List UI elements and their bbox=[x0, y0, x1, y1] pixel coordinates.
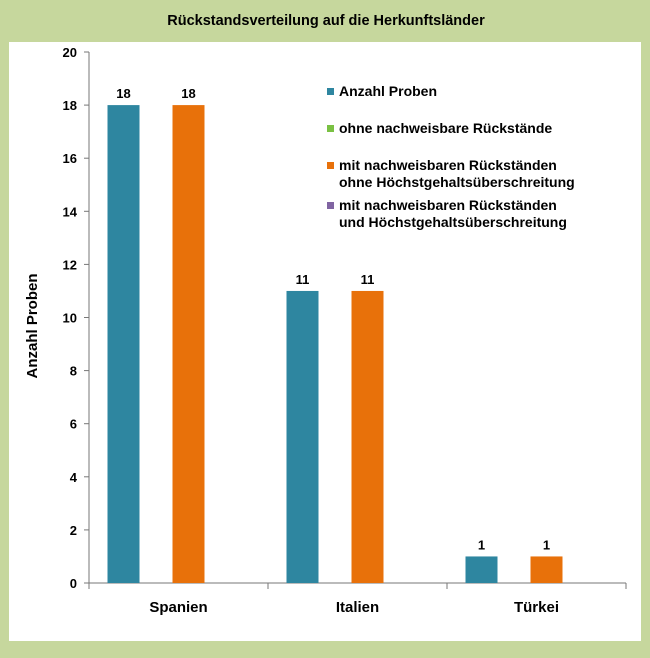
chart-title: Rückstandsverteilung auf die Herkunftslä… bbox=[167, 13, 485, 29]
legend: Anzahl Proben ohne nachweisbare Rückständ… bbox=[327, 83, 575, 230]
y-axis-label: Anzahl Proben bbox=[24, 273, 41, 378]
y-tick-label: 10 bbox=[63, 311, 77, 326]
y-tick-label: 12 bbox=[63, 257, 77, 272]
legend-label: ohne Höchstgehaltsüberschreitung bbox=[339, 174, 575, 190]
bar bbox=[351, 290, 384, 583]
bar bbox=[530, 556, 563, 583]
legend-swatch bbox=[327, 88, 334, 95]
bar bbox=[286, 290, 319, 583]
y-tick-label: 16 bbox=[63, 151, 77, 166]
y-tick-label: 6 bbox=[70, 417, 77, 432]
data-label: 11 bbox=[296, 272, 310, 287]
bar bbox=[172, 105, 205, 583]
legend-label: und Höchstgehaltsüberschreitung bbox=[339, 214, 567, 230]
y-tick-label: 20 bbox=[63, 45, 77, 60]
data-label: 18 bbox=[181, 86, 195, 101]
legend-label: mit nachweisbaren Rückständen bbox=[339, 197, 557, 213]
data-label: 18 bbox=[116, 86, 130, 101]
y-tick-label: 8 bbox=[70, 364, 77, 379]
legend-swatch bbox=[327, 162, 334, 169]
y-tick-label: 2 bbox=[70, 523, 77, 538]
y-tick-label: 14 bbox=[63, 204, 78, 219]
legend-label: mit nachweisbaren Rückständen bbox=[339, 157, 557, 173]
x-tick-label: Spanien bbox=[149, 599, 207, 616]
legend-swatch bbox=[327, 202, 334, 209]
legend-swatch bbox=[327, 125, 334, 132]
y-tick-label: 0 bbox=[70, 576, 77, 591]
legend-label: ohne nachweisbare Rückstände bbox=[339, 120, 552, 136]
data-label: 1 bbox=[478, 537, 485, 552]
x-tick-label: Türkei bbox=[514, 599, 559, 616]
y-tick-label: 18 bbox=[63, 98, 77, 113]
data-label: 1 bbox=[543, 537, 550, 552]
y-tick-label: 4 bbox=[70, 470, 78, 485]
bar bbox=[465, 556, 498, 583]
legend-label: Anzahl Proben bbox=[339, 83, 437, 99]
data-label: 11 bbox=[361, 272, 375, 287]
x-tick-label: Italien bbox=[336, 599, 379, 616]
bar bbox=[107, 105, 140, 583]
